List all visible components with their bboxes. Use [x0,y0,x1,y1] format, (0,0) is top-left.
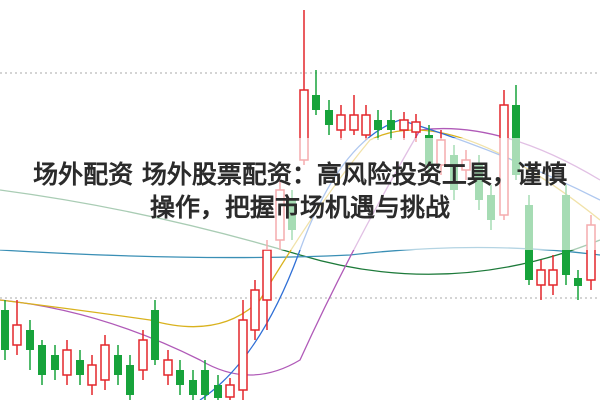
candle-body [126,365,134,395]
candle-body [87,364,97,386]
candle-body [262,249,272,301]
candle-body [336,114,346,131]
candle-body [138,339,148,371]
candle-body [176,370,184,385]
candle-body [151,310,159,360]
candle-body [250,289,260,331]
title-line: 场外配资 场外股票配资：高风险投资工具，谨慎 [33,160,567,189]
moving-average [0,129,600,328]
candle-body [51,355,59,370]
candle-body [76,360,84,375]
candle-body [214,385,222,398]
moving-average [0,127,600,376]
candle-body [189,380,197,395]
candle-body [100,344,110,381]
candle-body [1,310,9,350]
candle-body [114,355,122,375]
title-banner [0,138,600,250]
candle-body [238,319,248,391]
title: 场外配资 场外股票配资：高风险投资工具，谨慎 操作，把握市场机遇与挑战 [0,158,600,224]
candle-body [411,121,421,133]
candle-body [38,345,46,375]
candle-body [548,269,558,286]
candle-body [536,269,546,286]
title-line: 操作，把握市场机遇与挑战 [149,193,450,222]
candle-body [574,278,582,286]
candle-body [387,120,395,130]
candle-body [399,119,409,131]
candle-body [325,110,333,125]
candle-body [312,95,320,110]
candle-body [361,114,371,136]
candle-body [62,349,72,376]
candle-body [349,114,359,131]
candle-body [374,120,382,130]
candle-body [225,384,235,398]
candle-body [12,324,22,346]
candle-body [201,370,209,395]
candle-body [26,330,34,350]
candle-body [163,359,173,376]
